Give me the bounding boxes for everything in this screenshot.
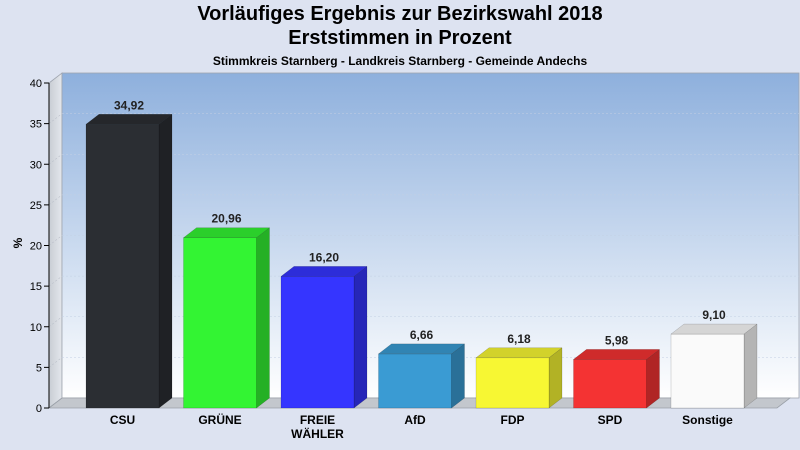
chart-title: Vorläufiges Ergebnis zur Bezirkswahl 201… <box>197 3 603 25</box>
bar-side <box>256 227 270 409</box>
data-label: 5,98 <box>605 333 629 347</box>
gridline-side <box>48 357 63 368</box>
y-tick-label: 10 <box>30 322 42 334</box>
bar-side <box>548 347 563 409</box>
bar-front <box>183 237 257 409</box>
bar-side <box>353 265 368 409</box>
gridline-side <box>48 194 63 206</box>
bar-top <box>475 347 563 359</box>
bar-side <box>451 343 465 409</box>
data-label: 6,18 <box>507 332 531 346</box>
y-tick-label: 30 <box>30 159 42 171</box>
gridline-side <box>48 154 63 165</box>
bar <box>572 348 661 409</box>
bar <box>670 323 758 409</box>
gridline-side <box>48 316 63 327</box>
x-tick-label: FDP <box>501 413 525 427</box>
y-tick-label: 15 <box>30 281 42 293</box>
bar-top <box>670 323 758 335</box>
bar-top <box>182 227 271 238</box>
data-label: 34,92 <box>114 98 144 112</box>
bar-top <box>572 349 661 360</box>
chart-subtitle: Erststimmen in Prozent <box>288 27 512 49</box>
x-tick-label: Sonstige <box>682 413 733 427</box>
bar-front <box>280 276 355 409</box>
gridline-side <box>48 235 63 246</box>
bar <box>475 347 563 409</box>
bar-front <box>85 124 160 409</box>
x-tick-label: CSU <box>110 413 135 427</box>
y-tick-label: 0 <box>36 403 42 415</box>
y-tick-label: 35 <box>30 119 42 131</box>
x-tick-label: FREIE WÄHLER <box>291 413 344 441</box>
data-label: 20,96 <box>211 212 241 226</box>
y-tick-label: 40 <box>30 78 42 90</box>
y-axis-label: % <box>11 237 25 248</box>
bar <box>377 343 466 409</box>
gridline-side <box>48 275 63 287</box>
y-tick-label: 5 <box>36 362 42 374</box>
bar <box>182 227 271 409</box>
bar-side <box>743 323 758 409</box>
bar-front <box>378 353 452 409</box>
bar-top <box>377 343 466 355</box>
data-label: 6,66 <box>410 328 434 342</box>
bar-top <box>85 114 173 125</box>
bar-front <box>573 359 647 409</box>
bar-front <box>670 333 745 409</box>
bar-top <box>280 266 368 277</box>
y-tick-label: 25 <box>30 200 42 212</box>
y-tick-label: 20 <box>30 241 42 253</box>
bar <box>280 265 368 409</box>
data-label: 16,20 <box>309 250 339 264</box>
x-tick-label: AfD <box>404 413 426 427</box>
bar <box>85 113 173 409</box>
x-tick-label: GRÜNE <box>198 412 241 427</box>
bar-front <box>475 357 550 409</box>
bar-side <box>158 113 173 409</box>
data-label: 9,10 <box>702 308 726 322</box>
chart-region-subtitle: Stimmkreis Starnberg - Landkreis Starnbe… <box>212 54 588 68</box>
gridline-side <box>48 113 63 124</box>
x-tick-label: SPD <box>598 413 623 427</box>
